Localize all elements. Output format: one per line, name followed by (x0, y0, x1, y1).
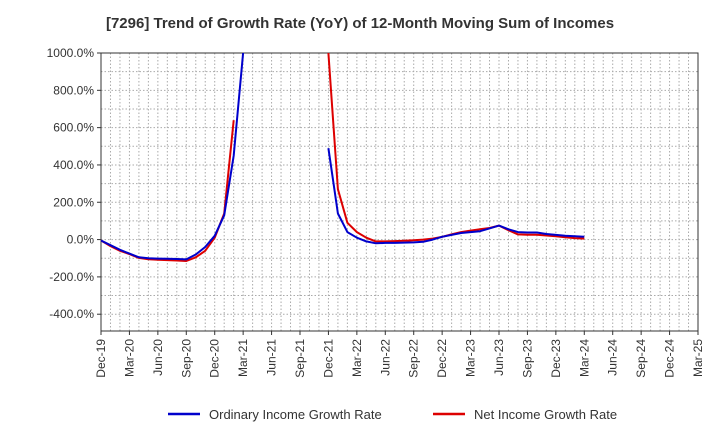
x-tick-label: Sep-22 (407, 339, 421, 378)
plot-frame (100, 52, 699, 332)
x-tick-label: Jun-24 (606, 339, 620, 376)
x-tick-label: Jun-22 (378, 339, 392, 376)
legend-label: Net Income Growth Rate (474, 407, 617, 422)
legend-label: Ordinary Income Growth Rate (209, 407, 382, 422)
series-line-ordinary-income (101, 53, 245, 261)
y-tick-label: 400.0% (53, 158, 94, 172)
plot-area (101, 53, 698, 331)
x-tick-label: Dec-19 (94, 339, 108, 378)
y-tick-label: -400.0% (49, 307, 94, 321)
x-tick-label: Mar-20 (122, 339, 136, 377)
x-tick-label: Jun-23 (492, 339, 506, 376)
x-tick-label: Dec-21 (321, 339, 335, 378)
y-tick-label: 1000.0% (47, 46, 95, 60)
x-tick-label: Mar-22 (350, 339, 364, 377)
chart-title: [7296] Trend of Growth Rate (YoY) of 12-… (105, 15, 615, 32)
y-tick-label: 800.0% (53, 83, 94, 97)
x-tick-label: Dec-23 (549, 339, 563, 378)
x-tick-label: Dec-24 (663, 339, 677, 378)
x-tick-label: Mar-25 (691, 339, 705, 377)
y-tick-label: -200.0% (49, 270, 94, 284)
x-tick-label: Sep-23 (520, 339, 534, 378)
x-tick-label: Mar-23 (464, 339, 478, 377)
x-tick-label: Dec-20 (208, 339, 222, 378)
x-tick-label: Jun-21 (265, 339, 279, 376)
x-tick-label: Mar-24 (577, 339, 591, 377)
y-tick-label: 200.0% (53, 195, 94, 209)
y-tick-label: 600.0% (53, 121, 94, 135)
x-tick-label: Jun-20 (151, 339, 165, 376)
y-tick-label: 0.0% (67, 233, 95, 247)
x-tick-label: Sep-20 (179, 339, 193, 378)
series-line-ordinary-income (327, 148, 585, 245)
x-tick-label: Dec-22 (435, 339, 449, 378)
x-tick-label: Sep-21 (293, 339, 307, 378)
x-tick-label: Sep-24 (634, 339, 648, 378)
x-tick-label: Mar-21 (236, 339, 250, 377)
